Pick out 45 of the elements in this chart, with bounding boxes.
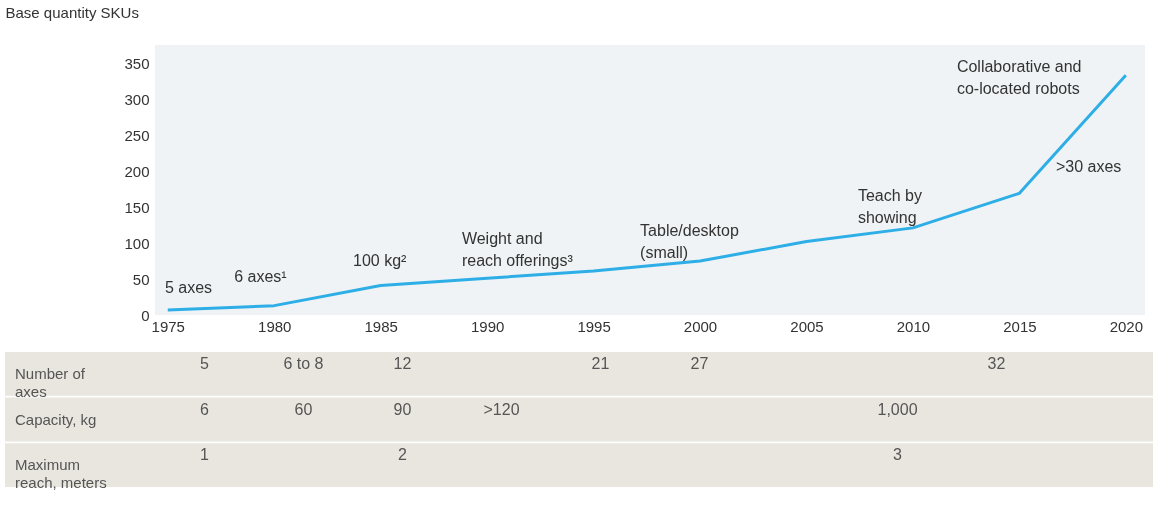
x-tick-label: 2020: [1109, 317, 1144, 335]
category-label: Capacity, kg: [15, 410, 97, 428]
text: 60: [294, 400, 313, 418]
x-tick-label: 2005: [790, 317, 824, 335]
text: 1: [200, 446, 209, 464]
text: 6 to 8: [283, 354, 324, 372]
text: 32: [987, 354, 1006, 372]
text: 21: [591, 354, 610, 372]
y-tick-label: 300: [124, 90, 150, 108]
text: 1,000: [877, 400, 918, 418]
text: 12: [393, 354, 412, 372]
annotation: Collaborative and co-located robots: [956, 57, 1082, 97]
text: 2: [398, 446, 407, 464]
x-tick-label: 1985: [364, 317, 398, 335]
x-tick-label: 2010: [896, 317, 931, 335]
annotation: >30 axes: [1055, 157, 1122, 175]
x-tick-label: 1995: [577, 317, 611, 335]
x-tick-label: 1980: [258, 317, 292, 335]
y-tick-label: 200: [124, 162, 150, 180]
category-label: Maximum reach, meters: [15, 456, 107, 492]
y-tick-label: 350: [124, 54, 150, 72]
y-tick-label: 50: [132, 270, 150, 288]
y-tick-label: 0: [141, 306, 150, 324]
text: 6: [200, 400, 209, 418]
y-tick-label: 250: [124, 126, 150, 144]
text: 27: [690, 354, 709, 372]
x-tick-label: 2000: [683, 317, 718, 335]
text: 5: [200, 354, 209, 372]
y-tick-label: 100: [124, 234, 150, 252]
x-tick-label: 1975: [151, 317, 185, 335]
x-tick-label: 1990: [470, 317, 505, 335]
annotation: 6 axes¹: [234, 268, 287, 286]
text: 3: [893, 446, 902, 464]
y-axis-title: Base quantity SKUs: [5, 3, 139, 21]
text: 90: [393, 400, 412, 418]
annotation: 100 kg²: [353, 252, 408, 269]
y-tick-label: 150: [124, 198, 150, 216]
line-series: [166, 73, 1128, 312]
category-label: Number of axes: [15, 364, 86, 400]
annotation: Teach by showing: [857, 187, 922, 227]
text: >120: [483, 400, 520, 418]
annotation: Weight and reach offerings³: [461, 230, 574, 270]
annotation: Table/desktop (small): [640, 222, 739, 262]
x-tick-label: 2015: [1003, 317, 1037, 335]
annotation: 5 axes: [164, 279, 213, 296]
